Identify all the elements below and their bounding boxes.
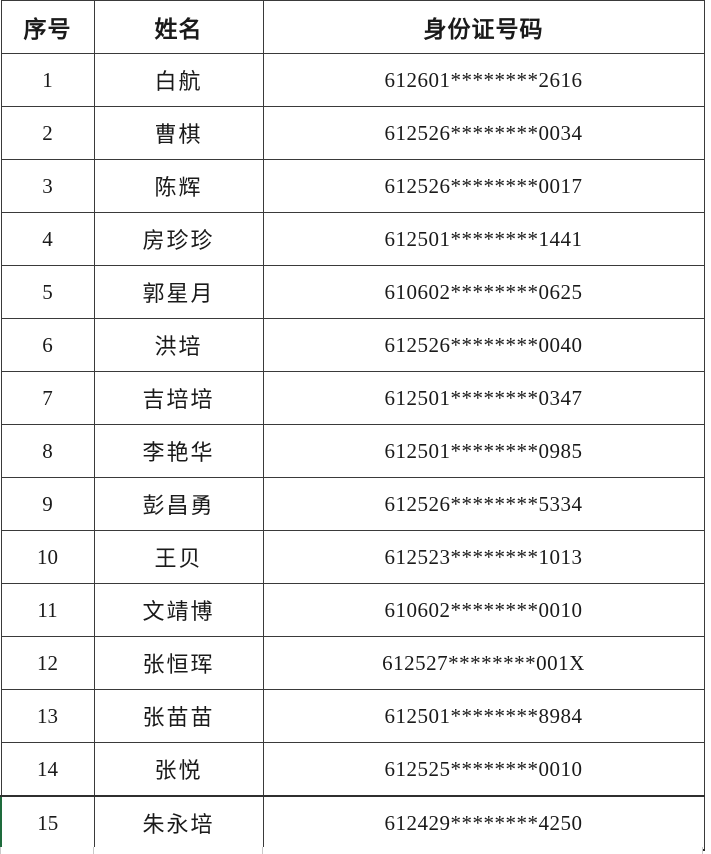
cell-sequence[interactable]: 7 <box>0 371 95 425</box>
cell-sequence[interactable]: 12 <box>0 636 95 690</box>
cell-sequence[interactable]: 1 <box>0 53 95 107</box>
cell-name[interactable]: 洪培 <box>93 318 264 372</box>
cell-name[interactable]: 张恒珲 <box>93 636 264 690</box>
cell-sequence[interactable]: 6 <box>0 318 95 372</box>
table-row[interactable]: 7 吉培培 612501********0347 <box>0 371 705 425</box>
table-row[interactable]: 1 白航 612601********2616 <box>0 53 705 107</box>
table-row[interactable]: 3 陈辉 612526********0017 <box>0 159 705 213</box>
cell-id-number[interactable]: 612526********0040 <box>262 318 705 372</box>
cell-id-number[interactable]: 612523********1013 <box>262 530 705 584</box>
table-row[interactable]: 6 洪培 612526********0040 <box>0 318 705 372</box>
cell-id-number[interactable]: 612501********8984 <box>262 689 705 743</box>
column-header-name[interactable]: 姓名 <box>93 0 264 54</box>
cell-sequence[interactable]: 5 <box>0 265 95 319</box>
cell-sequence[interactable]: 11 <box>0 583 95 637</box>
table-row[interactable]: 10 王贝 612523********1013 <box>0 530 705 584</box>
cell-id-number[interactable]: 612526********0017 <box>262 159 705 213</box>
column-header-sequence[interactable]: 序号 <box>0 0 95 54</box>
cell-name[interactable]: 张悦 <box>93 742 264 797</box>
cell-name[interactable]: 房珍珍 <box>93 212 264 266</box>
table-row-selected[interactable]: 15 朱永培 612429********4250 <box>0 795 705 851</box>
cell-id-number[interactable]: 612525********0010 <box>262 742 705 797</box>
table-row[interactable]: 4 房珍珍 612501********1441 <box>0 212 705 266</box>
cell-sequence[interactable]: 10 <box>0 530 95 584</box>
cell-id-number[interactable]: 612501********0347 <box>262 371 705 425</box>
table-row[interactable]: 12 张恒珲 612527********001X <box>0 636 705 690</box>
cell-id-number[interactable]: 612601********2616 <box>262 53 705 107</box>
table-header-row: 序号 姓名 身份证号码 <box>0 0 705 54</box>
cell-name[interactable]: 陈辉 <box>93 159 264 213</box>
cell-sequence[interactable]: 3 <box>0 159 95 213</box>
cell-sequence[interactable]: 8 <box>0 424 95 478</box>
cell-id-number[interactable]: 610602********0625 <box>262 265 705 319</box>
cell-name[interactable]: 白航 <box>93 53 264 107</box>
table-header: 序号 姓名 身份证号码 <box>0 0 705 54</box>
cell-id-number[interactable]: 612501********1441 <box>262 212 705 266</box>
cell-sequence[interactable]: 13 <box>0 689 95 743</box>
cell-sequence[interactable]: 14 <box>0 742 95 797</box>
cell-id-number[interactable]: 612526********0034 <box>262 106 705 160</box>
cell-name[interactable]: 郭星月 <box>93 265 264 319</box>
cell-name[interactable]: 文靖博 <box>93 583 264 637</box>
table-row[interactable]: 5 郭星月 610602********0625 <box>0 265 705 319</box>
table-body: 1 白航 612601********2616 2 曹棋 612526*****… <box>0 53 705 851</box>
cell-name[interactable]: 彭昌勇 <box>93 477 264 531</box>
table-row[interactable]: 13 张苗苗 612501********8984 <box>0 689 705 743</box>
column-header-id-number[interactable]: 身份证号码 <box>262 0 705 54</box>
cell-name[interactable]: 王贝 <box>93 530 264 584</box>
cell-id-number[interactable]: 610602********0010 <box>262 583 705 637</box>
cell-sequence[interactable]: 15 <box>0 795 95 851</box>
cell-sequence[interactable]: 2 <box>0 106 95 160</box>
cell-sequence[interactable]: 4 <box>0 212 95 266</box>
column-divider <box>262 847 263 854</box>
cell-id-number[interactable]: 612429********4250 <box>262 795 705 851</box>
table-row-partial <box>0 847 703 854</box>
table-row[interactable]: 9 彭昌勇 612526********5334 <box>0 477 705 531</box>
cell-name[interactable]: 曹棋 <box>93 106 264 160</box>
cell-sequence[interactable]: 9 <box>0 477 95 531</box>
cell-name[interactable]: 李艳华 <box>93 424 264 478</box>
cell-id-number[interactable]: 612526********5334 <box>262 477 705 531</box>
cell-name[interactable]: 张苗苗 <box>93 689 264 743</box>
cell-id-number[interactable]: 612501********0985 <box>262 424 705 478</box>
cell-name[interactable]: 朱永培 <box>93 795 264 851</box>
table-row[interactable]: 2 曹棋 612526********0034 <box>0 106 705 160</box>
table-row[interactable]: 8 李艳华 612501********0985 <box>0 424 705 478</box>
cell-name[interactable]: 吉培培 <box>93 371 264 425</box>
table-row[interactable]: 11 文靖博 610602********0010 <box>0 583 705 637</box>
column-divider <box>93 847 94 854</box>
cell-id-number[interactable]: 612527********001X <box>262 636 705 690</box>
table-row[interactable]: 14 张悦 612525********0010 <box>0 742 705 797</box>
